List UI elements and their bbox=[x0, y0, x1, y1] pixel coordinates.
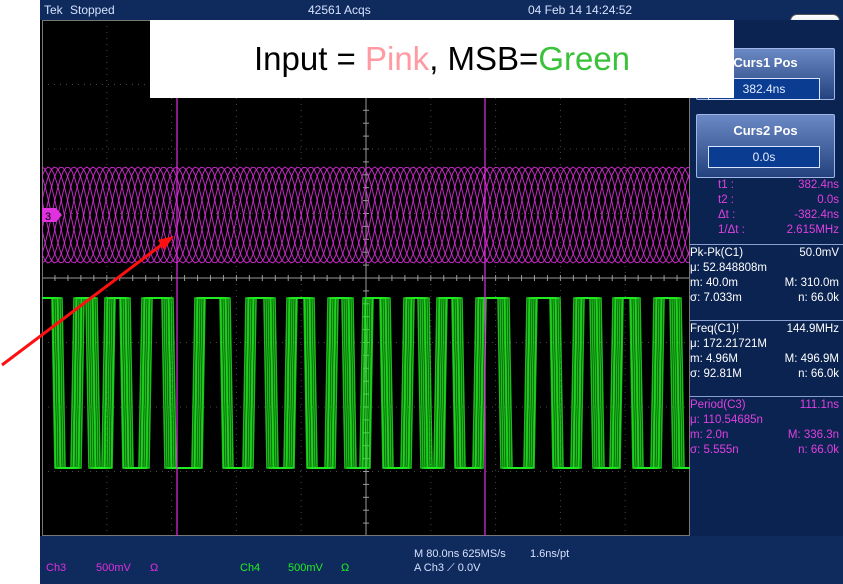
timebase-readout[interactable]: M 80.0ns 625MS/s bbox=[414, 548, 506, 560]
ch3-trace bbox=[42, 166, 690, 264]
cursor-readout-value: 2.615MHz bbox=[786, 224, 839, 236]
measurement-value: 111.1ns bbox=[799, 399, 839, 411]
measurement-row: σ: 7.033m n: 66.0k bbox=[690, 291, 843, 306]
cursor-readout-value: -382.4ns bbox=[794, 209, 839, 221]
ch3-trace bbox=[42, 166, 690, 264]
measurement-value: M: 496.9M bbox=[784, 353, 839, 365]
ch4-impedance: Ω bbox=[341, 562, 350, 574]
cursor-readout: t1 : 382.4ns t2 : 0.0s Δt : -382.4ns 1/Δt : 2.6… bbox=[696, 178, 843, 238]
cursor-readout-label: t2 : bbox=[718, 194, 734, 206]
cursor-readout-label: Δt : bbox=[718, 209, 736, 221]
cursor-readout-row: t2 : 0.0s bbox=[696, 193, 843, 208]
brand-label: Tek bbox=[44, 3, 63, 17]
ch3-impedance: Ω bbox=[150, 562, 159, 574]
ch3-trace bbox=[42, 166, 690, 264]
ch4-label[interactable]: Ch4 bbox=[240, 562, 261, 574]
measurement-row: m: 40.0m M: 310.0m bbox=[690, 276, 843, 291]
caption-input-color: Pink bbox=[364, 40, 430, 77]
measurement-value: 144.9MHz bbox=[786, 323, 839, 335]
run-state: Stopped bbox=[70, 3, 115, 17]
cursor-readout-row: t1 : 382.4ns bbox=[696, 178, 843, 193]
measurement-value: M: 310.0m bbox=[784, 277, 839, 289]
cursor-readout-label: 1/Δt : bbox=[718, 224, 745, 236]
measurement-block[interactable]: Pk-Pk(C1) 50.0mV μ: 52.848808m m: 40.0m M: 3… bbox=[690, 246, 843, 306]
measurement-label: m: 4.96M bbox=[690, 353, 738, 365]
measurement-value: n: 66.0k bbox=[798, 444, 839, 456]
measurement-row: σ: 92.81M n: 66.0k bbox=[690, 367, 843, 382]
curs2-pos-value[interactable]: 0.0s bbox=[708, 146, 820, 168]
measurement-block[interactable]: Period(C3) 111.1ns μ: 110.54685n m: 2.0n M: … bbox=[690, 398, 843, 458]
measurement-value: M: 336.3n bbox=[787, 429, 839, 441]
ch3-scale[interactable]: 500mV bbox=[96, 562, 131, 574]
ch3-trace bbox=[42, 166, 690, 264]
ch4-scale[interactable]: 500mV bbox=[288, 562, 323, 574]
measurement-label: μ: 172.21721M bbox=[690, 338, 767, 350]
curs1-pos-value[interactable]: 382.4ns bbox=[708, 78, 820, 100]
measurement-row: Period(C3) 111.1ns bbox=[690, 398, 843, 413]
ch4-waveform bbox=[42, 297, 690, 469]
measurement-value: n: 66.0k bbox=[798, 368, 839, 380]
waveform-graticule: 3 4 bbox=[42, 20, 690, 536]
measurement-row: Pk-Pk(C1) 50.0mV bbox=[690, 246, 843, 261]
measurement-row: μ: 172.21721M bbox=[690, 337, 843, 352]
ch4-trace bbox=[42, 297, 690, 469]
measurement-label: Pk-Pk(C1) bbox=[690, 247, 744, 259]
measurement-label: σ: 5.555n bbox=[690, 444, 739, 456]
measurement-row: μ: 52.848808m bbox=[690, 261, 843, 276]
measurement-label: Period(C3) bbox=[690, 399, 746, 411]
resolution-readout: 1.6ns/pt bbox=[530, 548, 570, 560]
panel-separator bbox=[690, 244, 843, 245]
cursor-readout-value: 0.0s bbox=[817, 194, 839, 206]
annotation-caption: Input = Pink, MSB=Green bbox=[150, 20, 734, 98]
caption-msb-color: Green bbox=[538, 40, 631, 77]
ch3-trace bbox=[42, 166, 690, 264]
cursor-readout-value: 382.4ns bbox=[798, 179, 839, 191]
measurement-block[interactable]: Freq(C1)! 144.9MHz μ: 172.21721M m: 4.96M M:… bbox=[690, 322, 843, 382]
cursor-readout-row: Δt : -382.4ns bbox=[696, 208, 843, 223]
ch3-trace bbox=[42, 166, 690, 264]
measurement-value: n: 66.0k bbox=[798, 292, 839, 304]
side-panel: Curs1 Pos 382.4ns Curs2 Pos 0.0s t1 : 382… bbox=[690, 20, 843, 536]
measurement-row: Freq(C1)! 144.9MHz bbox=[690, 322, 843, 337]
date-time: 04 Feb 14 14:24:52 bbox=[528, 3, 633, 17]
measurement-row: μ: 110.54685n bbox=[690, 413, 843, 428]
acquisition-count: 42561 Acqs bbox=[308, 3, 371, 17]
measurement-row: m: 2.0n M: 336.3n bbox=[690, 428, 843, 443]
bottom-status-bar: Ch3 500mV Ω Ch4 500mV Ω M 80.0ns 625MS/s… bbox=[40, 536, 843, 584]
ch3-trace bbox=[42, 166, 690, 264]
ch3-ground-marker: 3 bbox=[42, 208, 62, 223]
curs2-pos-label: Curs2 Pos bbox=[733, 123, 798, 138]
measurement-label: σ: 7.033m bbox=[690, 292, 742, 304]
ch3-marker-label: 3 bbox=[45, 211, 51, 223]
measurement-value: 50.0mV bbox=[799, 247, 839, 259]
panel-separator bbox=[690, 396, 843, 397]
measurement-row: m: 4.96M M: 496.9M bbox=[690, 352, 843, 367]
oscilloscope-screen: Tek Stopped 42561 Acqs 04 Feb 14 14:24:5… bbox=[40, 0, 843, 584]
caption-prefix: Input = bbox=[253, 40, 365, 77]
panel-separator bbox=[690, 320, 843, 321]
caption-middle: , MSB= bbox=[429, 40, 539, 77]
cursor-readout-label: t1 : bbox=[718, 179, 734, 191]
measurement-label: μ: 52.848808m bbox=[690, 262, 767, 274]
measurement-label: σ: 92.81M bbox=[690, 368, 742, 380]
measurement-label: m: 2.0n bbox=[690, 429, 729, 441]
cursor-readout-row: 1/Δt : 2.615MHz bbox=[696, 223, 843, 238]
measurement-row: σ: 5.555n n: 66.0k bbox=[690, 443, 843, 458]
trigger-readout[interactable]: A Ch3 ⟋ 0.0V bbox=[414, 562, 481, 574]
measurement-label: Freq(C1)! bbox=[690, 323, 740, 335]
status-bar: Tek Stopped 42561 Acqs 04 Feb 14 14:24:5… bbox=[40, 0, 843, 20]
curs1-pos-label: Curs1 Pos bbox=[733, 55, 798, 70]
ch3-label[interactable]: Ch3 bbox=[46, 562, 67, 574]
measurement-label: m: 40.0m bbox=[690, 277, 738, 289]
measurement-label: μ: 110.54685n bbox=[690, 414, 763, 426]
